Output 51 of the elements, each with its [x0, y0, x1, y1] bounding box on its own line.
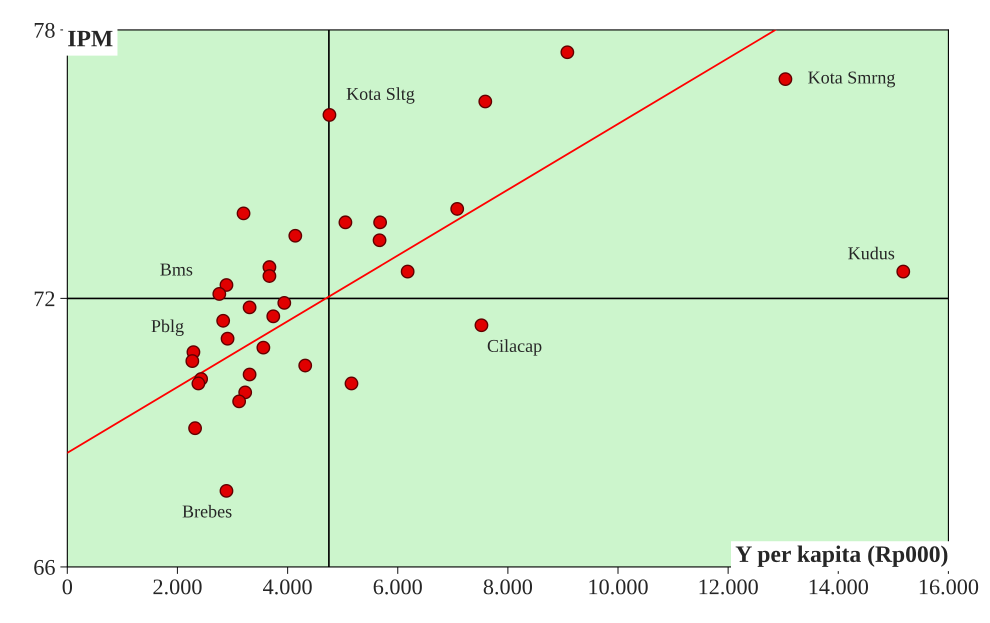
annotation: Pblg [151, 320, 184, 336]
point [474, 318, 488, 332]
x-tick-label: 16.000 [920, 579, 978, 594]
annotation: Cilacap [488, 339, 542, 356]
point [400, 264, 415, 278]
point [220, 278, 234, 292]
point [266, 309, 280, 324]
y-tick-label: 72 [34, 291, 54, 306]
point [212, 287, 226, 301]
point [896, 264, 910, 278]
point [216, 314, 230, 328]
x-tick-label: 0 [62, 579, 72, 594]
point [191, 376, 206, 390]
annotation: Kota Smrng [808, 71, 896, 88]
point [232, 394, 246, 408]
point [236, 206, 250, 220]
x-tick-label: 2.000 [153, 579, 202, 594]
x-tick-label: 14.000 [810, 579, 868, 594]
point [277, 296, 292, 310]
annotation: Bms [160, 264, 192, 276]
x-axis-title: Y per kapita (Rp000) [736, 546, 948, 567]
y-tick-label: 78 [34, 22, 55, 38]
point [242, 368, 257, 382]
annotation: Kudus [848, 246, 894, 260]
annotation: Brebes [182, 504, 232, 518]
point [262, 269, 276, 283]
y-tick-label: 66 [34, 560, 55, 575]
point [220, 332, 234, 346]
x-tick-label: 6.000 [374, 579, 422, 594]
point [242, 300, 257, 314]
point [288, 228, 302, 243]
x-tick-label: 8.000 [484, 579, 532, 594]
point [372, 233, 386, 248]
point [338, 215, 352, 230]
point [220, 484, 234, 498]
point [373, 215, 388, 230]
point [188, 421, 202, 436]
x-tick-label: 12.000 [700, 579, 758, 594]
annotation: Kota Sltg [346, 87, 414, 104]
x-tick-label: 10.000 [589, 579, 648, 594]
point [185, 354, 200, 368]
point [256, 340, 270, 355]
point [322, 108, 336, 122]
point [298, 358, 312, 372]
point [344, 376, 358, 390]
point [560, 45, 574, 60]
y-axis-title: IPM [68, 30, 113, 46]
point [450, 202, 464, 216]
point [478, 94, 492, 108]
x-tick-label: 4.000 [263, 579, 312, 594]
point [778, 72, 792, 86]
